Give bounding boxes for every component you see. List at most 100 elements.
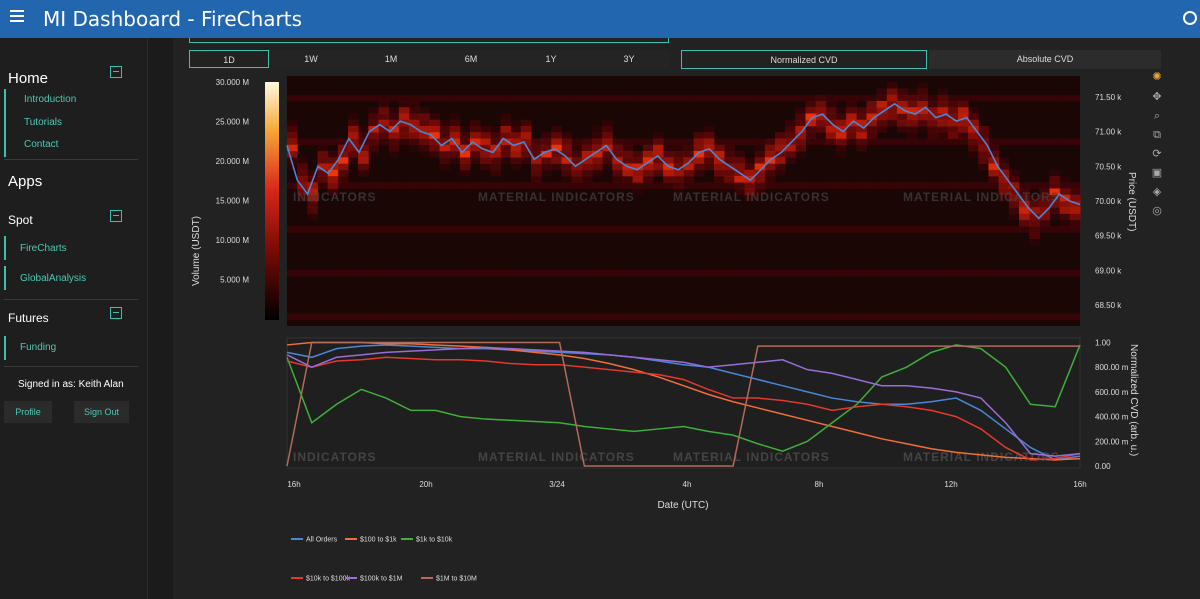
heatmap-cell [937,113,949,121]
collapse-home-icon[interactable] [110,66,122,78]
cvd-series-line [286,341,1081,461]
absolute-cvd-button[interactable]: Absolute CVD [929,50,1161,69]
heatmap-cell [836,313,847,321]
heatmap-cell [510,157,522,164]
heatmap-cell [876,107,888,114]
heatmap-cell [927,113,939,121]
heatmap-cell [714,151,725,158]
zoom-icon[interactable]: ⌕ [1153,110,1161,122]
heatmap-cell [917,107,928,114]
heatmap-cell [317,226,329,233]
heatmap-cell [358,132,369,139]
heatmap-cell [775,313,786,321]
heatmap-cell [632,176,644,183]
heatmap-cell [551,182,562,189]
heatmap-cell [459,157,471,164]
heatmap-cell [348,269,359,277]
heatmap-cell [673,176,684,183]
heatmap-cell [795,226,806,233]
heatmap-cell [703,138,715,146]
heatmap-cell [836,132,847,139]
heatmap-cell [1008,138,1020,146]
sidebar-item-firecharts[interactable]: FireCharts [20,243,67,254]
heatmap-cell [724,151,735,158]
heatmap-cell [348,313,359,321]
heatmap-cell [1008,194,1020,202]
heatmap-cell [378,138,390,146]
heatmap-cell [571,226,583,233]
cvd-series-line [286,341,1080,467]
download-icon[interactable]: ▣ [1151,167,1163,179]
pan-icon[interactable]: ✥ [1152,91,1162,103]
heatmap-cell [317,144,329,152]
heatmap-cell [1049,213,1061,221]
heatmap-cell [856,126,867,133]
heatmap-cell [663,144,674,152]
heatmap-cell [358,94,369,102]
heatmap-cell [1029,313,1040,321]
sidebar-item-introduction[interactable]: Introduction [24,94,77,105]
heatmap-cell [764,163,776,171]
heatmap-cell [1049,94,1061,102]
sidebar-item-funding[interactable]: Funding [20,342,57,353]
collapse-spot-icon[interactable] [110,210,122,222]
plotly-logo-icon[interactable]: ✺ [1152,71,1162,83]
heatmap-cell [490,126,501,133]
heatmap-cell [1019,182,1030,189]
heatmap-cell [1059,138,1071,146]
heatmap-cell [297,138,308,146]
heatmap-cell [886,119,898,127]
heatmap-cell [500,269,512,277]
watermark-text: MATERIAL INDICATORS [673,190,830,204]
heatmap-cell [348,151,359,158]
cvd-series-line [286,346,1081,457]
autoscale-icon[interactable]: ⧉ [1153,129,1161,141]
heatmap-cell [744,269,756,277]
heatmap-cell [531,169,542,177]
heatmap-cell [642,138,654,146]
heatmap-cell [297,269,308,277]
profile-button[interactable]: Profile [4,401,52,423]
heatmap-cell [541,269,552,277]
normalized-cvd-button[interactable]: Normalized CVD [681,50,927,69]
heatmap-cell [764,151,776,158]
watermark-text: MATERIAL INDICATORS [673,450,830,464]
heatmap-cell [775,269,786,277]
heatmap-cell [531,144,542,152]
collapse-futures-icon[interactable] [110,307,122,319]
heatmap-cell [795,119,806,127]
heatmap-cell [1069,182,1081,189]
sign-out-button[interactable]: Sign Out [74,401,129,423]
sidebar-item-globalanalysis[interactable]: GlobalAnalysis [20,273,87,284]
heatmap-cell [622,169,634,177]
heatmap-cell [673,163,684,171]
heatmap-cell [897,94,908,102]
heatmap-cell [602,119,613,127]
signed-in-text: Signed in as: Keith Alan [18,379,124,390]
heatmap-cell [825,113,837,121]
firechart[interactable]: 30.000 M 25.000 M 20.000 M 15.000 M 10.000 M… [173,76,1200,599]
timeframe-3y[interactable]: 3Y [589,50,669,68]
heatmap-cell [541,138,552,146]
reset-icon[interactable]: ⟳ [1152,148,1162,160]
hover-icon[interactable]: ◈ [1152,186,1162,198]
heatmap-cell [825,226,837,233]
heatmap-cell [744,169,756,177]
timeframe-6m[interactable]: 6M [431,50,511,68]
heatmap-cell [947,313,959,321]
heatmap-cell [927,132,939,139]
sidebar-item-tutorials[interactable]: Tutorials [24,117,62,128]
heatmap-cell [531,157,542,164]
heatmap-cell [947,132,959,139]
spike-lines-icon[interactable]: ◎ [1152,205,1162,217]
heatmap-cell [348,144,359,152]
sidebar-item-contact[interactable]: Contact [24,139,59,150]
timeframe-1d[interactable]: 1D [189,50,269,68]
timeframe-1w[interactable]: 1W [271,50,351,68]
heatmap-cell [287,119,298,127]
heatmap-cell [897,107,908,114]
heatmap-cell [724,269,735,277]
timeframe-1y[interactable]: 1Y [511,50,591,68]
hamburger-menu-icon[interactable] [10,10,24,24]
timeframe-1m[interactable]: 1M [351,50,431,68]
